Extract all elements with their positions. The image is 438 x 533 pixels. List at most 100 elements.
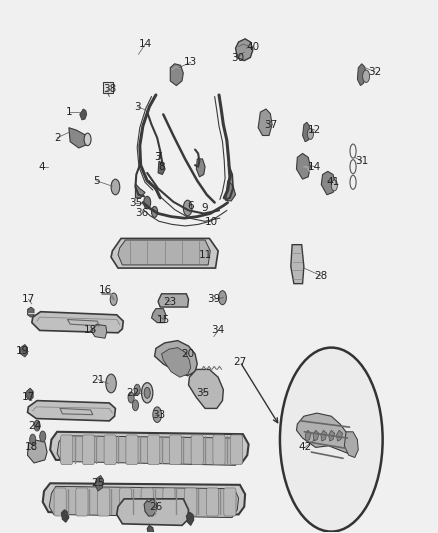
Circle shape [184,200,192,216]
Text: 41: 41 [326,177,339,187]
Polygon shape [61,510,69,522]
Polygon shape [196,159,205,177]
Text: 35: 35 [129,198,142,207]
Text: 31: 31 [355,156,368,166]
Polygon shape [135,184,145,198]
Polygon shape [21,344,28,357]
FancyBboxPatch shape [126,435,138,465]
Circle shape [153,407,162,423]
Text: 14: 14 [138,39,152,49]
Text: 17: 17 [22,294,35,304]
FancyBboxPatch shape [98,488,110,516]
Polygon shape [57,435,241,465]
FancyBboxPatch shape [82,435,95,465]
Text: 3: 3 [154,152,160,163]
FancyBboxPatch shape [141,488,153,516]
Polygon shape [147,526,154,533]
Polygon shape [170,64,184,86]
Circle shape [219,290,226,305]
Polygon shape [297,413,353,454]
Circle shape [128,392,134,403]
Circle shape [84,133,91,146]
Polygon shape [111,238,218,268]
FancyBboxPatch shape [191,435,203,465]
Polygon shape [144,499,157,516]
Circle shape [144,387,150,398]
Circle shape [152,206,158,217]
Text: 22: 22 [126,388,139,398]
Text: 14: 14 [308,161,321,172]
Text: 23: 23 [164,296,177,306]
Text: 32: 32 [368,67,381,77]
FancyBboxPatch shape [60,435,73,465]
Circle shape [30,434,36,445]
FancyBboxPatch shape [230,435,243,465]
Text: 13: 13 [184,57,198,67]
Polygon shape [236,39,253,61]
FancyBboxPatch shape [104,435,116,465]
Text: 40: 40 [247,42,259,52]
Text: 30: 30 [231,53,244,62]
FancyBboxPatch shape [206,488,219,516]
Polygon shape [152,309,166,322]
Circle shape [141,383,153,403]
Text: 26: 26 [149,502,162,512]
Polygon shape [43,483,245,514]
Text: 36: 36 [135,208,148,219]
Text: 7: 7 [155,152,161,163]
Polygon shape [188,369,223,408]
Circle shape [110,293,117,305]
Polygon shape [162,348,191,377]
Bar [103,82,113,93]
Text: 6: 6 [187,201,194,211]
Polygon shape [328,430,335,441]
Polygon shape [28,440,47,463]
Polygon shape [336,430,343,441]
Text: 1: 1 [66,107,72,117]
Text: 20: 20 [181,349,194,359]
FancyBboxPatch shape [148,435,160,465]
Polygon shape [297,154,311,179]
FancyBboxPatch shape [163,488,175,516]
Text: 37: 37 [264,119,277,130]
Text: 4: 4 [38,161,45,172]
Text: 9: 9 [202,203,208,213]
Text: 16: 16 [99,285,112,295]
Circle shape [40,431,46,442]
Polygon shape [158,294,188,307]
Circle shape [106,374,116,393]
Polygon shape [226,181,236,201]
Polygon shape [92,324,107,338]
Polygon shape [118,240,210,265]
Polygon shape [305,430,311,441]
Polygon shape [49,487,239,518]
Text: 34: 34 [212,326,225,335]
FancyBboxPatch shape [54,488,66,516]
Circle shape [280,348,383,531]
Polygon shape [28,307,34,317]
Circle shape [363,70,370,83]
Text: 12: 12 [308,125,321,135]
Polygon shape [291,245,304,284]
Polygon shape [69,128,88,148]
Polygon shape [321,172,336,195]
Circle shape [134,384,140,395]
Polygon shape [50,432,249,463]
Circle shape [34,420,40,431]
Text: 38: 38 [102,84,116,94]
Text: 19: 19 [16,346,29,356]
Text: 33: 33 [152,410,166,419]
Polygon shape [80,109,87,120]
FancyBboxPatch shape [224,488,236,516]
FancyBboxPatch shape [76,488,88,516]
Polygon shape [117,499,188,526]
Polygon shape [258,109,272,135]
Text: 42: 42 [299,442,312,453]
Text: 18: 18 [84,326,97,335]
FancyBboxPatch shape [170,435,182,465]
Text: 18: 18 [25,442,38,453]
Text: 28: 28 [314,271,328,281]
Circle shape [331,180,337,191]
Polygon shape [155,341,197,376]
Text: 3: 3 [134,102,141,111]
